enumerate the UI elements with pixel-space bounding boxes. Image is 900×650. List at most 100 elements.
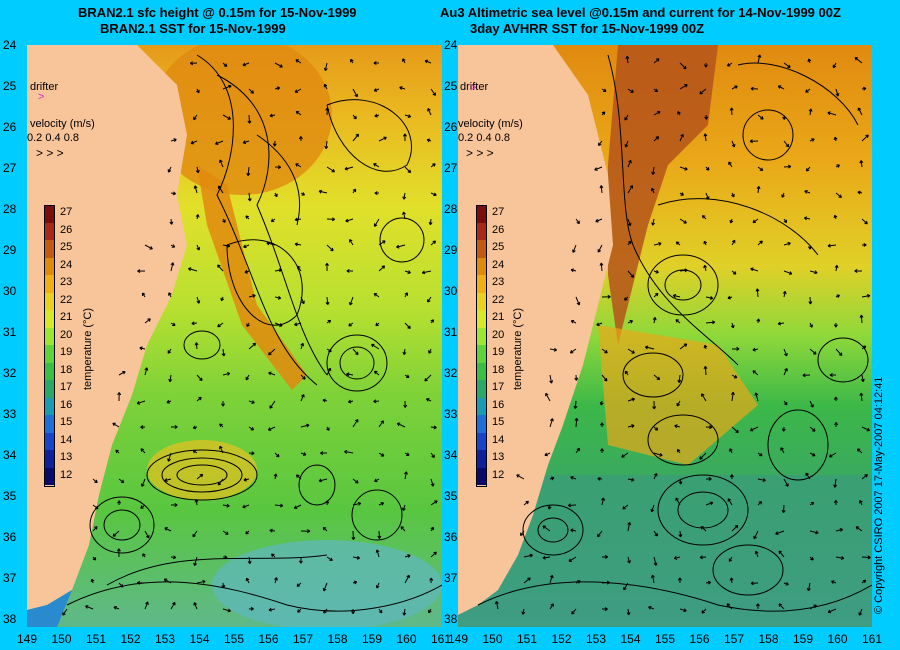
- current-arrow: [861, 579, 867, 584]
- current-arrow: [731, 192, 735, 198]
- current-arrow: [783, 367, 788, 376]
- colorbar-swatch: [476, 345, 486, 363]
- latitude-label: 36: [444, 530, 458, 544]
- current-arrow: [196, 473, 204, 480]
- latitude-label: 26: [3, 120, 17, 134]
- current-arrow: [217, 322, 224, 328]
- current-arrow: [404, 452, 410, 456]
- colorbar-swatch: [476, 432, 486, 450]
- longitude-label: 153: [154, 632, 176, 646]
- current-arrow: [597, 530, 603, 538]
- current-arrow: [677, 374, 682, 383]
- current-arrow: [426, 138, 432, 143]
- current-arrow: [705, 166, 710, 171]
- left-map-panel: [27, 45, 442, 627]
- current-arrow: [755, 288, 760, 298]
- current-vectors: [62, 58, 438, 616]
- colorbar-tick-label: 17: [492, 381, 505, 393]
- current-arrow: [144, 318, 151, 324]
- current-arrow: [833, 136, 838, 142]
- current-arrow: [352, 133, 360, 142]
- right-title-line2: 3day AVHRR SST for 15-Nov-1999 00Z: [470, 21, 705, 36]
- current-arrow: [248, 606, 254, 611]
- warm-eddy: [147, 440, 257, 500]
- current-arrow: [833, 396, 838, 402]
- current-arrow: [781, 504, 786, 514]
- current-arrow: [542, 555, 551, 560]
- current-arrow: [859, 160, 864, 168]
- current-arrow: [861, 218, 868, 225]
- current-arrow: [542, 525, 551, 532]
- current-arrow: [575, 296, 581, 306]
- current-arrow: [675, 497, 681, 506]
- current-arrow: [652, 400, 657, 410]
- current-arrow: [783, 164, 792, 169]
- current-arrow: [222, 218, 226, 223]
- current-arrow: [242, 62, 250, 67]
- colorbar-tick-label: 21: [60, 311, 73, 323]
- current-arrow: [701, 393, 707, 402]
- current-arrow: [274, 295, 282, 300]
- current-arrow: [274, 165, 282, 170]
- drifter-label-right: drifter: [460, 81, 489, 93]
- current-arrow: [601, 111, 606, 116]
- current-arrow: [806, 582, 811, 592]
- current-arrow: [705, 580, 712, 585]
- current-arrow: [859, 392, 864, 402]
- current-arrow: [650, 504, 655, 513]
- latitude-label: 26: [444, 120, 458, 134]
- colorbar-swatch: [44, 432, 54, 450]
- current-arrow: [92, 478, 98, 484]
- current-arrow: [404, 574, 410, 584]
- colorbar-title-left: temperature (°C): [82, 307, 94, 390]
- current-arrow: [783, 478, 789, 487]
- colorbar-tick-label: 13: [60, 451, 73, 463]
- current-arrow: [599, 185, 604, 194]
- latitude-label: 28: [444, 202, 458, 216]
- colorbar-tick-label: 15: [492, 416, 505, 428]
- current-arrow: [137, 269, 146, 274]
- current-arrow: [295, 163, 302, 168]
- current-arrow: [827, 111, 837, 116]
- current-arrow: [627, 218, 632, 227]
- current-arrow: [298, 136, 303, 142]
- current-arrow: [549, 418, 554, 428]
- current-arrow: [622, 504, 629, 510]
- left-title-line2: BRAN2.1 SST for 15-Nov-1999: [100, 21, 286, 36]
- current-arrow: [222, 503, 230, 508]
- current-arrow: [85, 605, 94, 610]
- current-arrow: [809, 556, 814, 561]
- colorbar-tick-label: 25: [60, 241, 73, 253]
- current-arrow: [653, 426, 659, 431]
- current-arrow: [752, 347, 759, 352]
- current-arrow: [371, 343, 380, 350]
- latitude-label: 31: [3, 325, 17, 339]
- current-arrow: [193, 114, 198, 121]
- current-arrow: [757, 166, 764, 172]
- current-arrow: [729, 218, 734, 224]
- current-arrow: [754, 550, 759, 558]
- current-arrow: [196, 579, 206, 584]
- current-arrow: [594, 166, 603, 171]
- current-arrow: [750, 267, 759, 272]
- colorbar-swatch: [476, 327, 486, 345]
- current-arrow: [835, 192, 842, 198]
- current-arrow: [781, 192, 785, 198]
- current-arrow: [752, 370, 759, 376]
- latitude-label: 28: [3, 202, 17, 216]
- current-arrow: [835, 164, 840, 168]
- current-arrow: [627, 319, 634, 324]
- current-arrow: [809, 501, 815, 506]
- current-arrow: [193, 556, 198, 567]
- colorbar-tick-label: 21: [492, 311, 505, 323]
- current-arrow: [378, 608, 383, 614]
- current-arrow: [805, 472, 811, 480]
- current-arrow: [600, 422, 604, 428]
- current-arrow: [404, 554, 411, 558]
- current-arrow: [274, 452, 280, 458]
- latitude-label: 37: [444, 571, 458, 585]
- current-arrow: [703, 365, 708, 376]
- current-arrow: [243, 244, 250, 249]
- current-arrow: [222, 62, 228, 67]
- colorbar-swatch: [476, 450, 486, 468]
